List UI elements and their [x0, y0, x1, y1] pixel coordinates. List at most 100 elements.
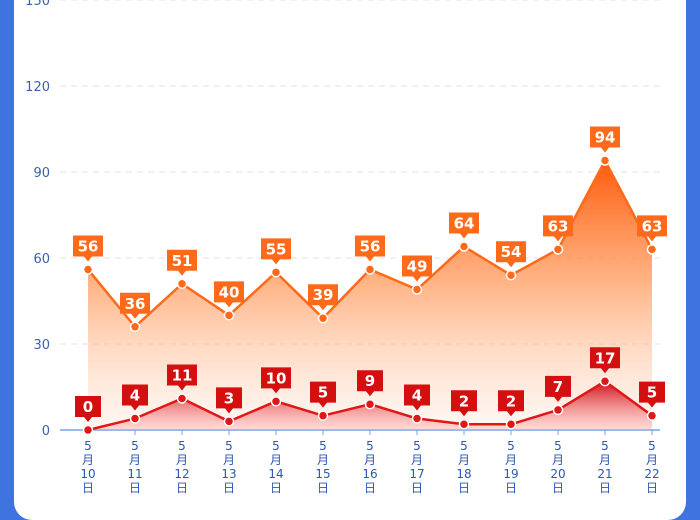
series-orange-label-box — [637, 215, 667, 242]
series-red-point — [317, 410, 329, 421]
series-orange-data-label: 51 — [172, 252, 193, 270]
series-orange-data-label: 40 — [219, 283, 240, 301]
series-red-point — [646, 410, 658, 421]
series-orange-data-label: 64 — [454, 215, 475, 233]
series-orange-label-box — [355, 235, 385, 262]
series-orange-label-box — [73, 235, 103, 262]
series-red-label-box — [498, 390, 524, 417]
series-red-label-box — [122, 384, 148, 411]
x-tick-label: 5 月 19 日 — [503, 439, 518, 495]
series-red-data-label: 5 — [318, 384, 328, 402]
series-red-data-label: 11 — [172, 366, 193, 384]
series-red-data-label: 5 — [647, 384, 657, 402]
x-tick-label: 5 月 14 日 — [268, 439, 283, 495]
series-red-label-box — [261, 367, 291, 394]
series-red-label-box — [590, 347, 620, 374]
series-orange-data-label: 63 — [548, 217, 569, 235]
series-red-point — [223, 416, 235, 427]
series-orange-point — [411, 284, 423, 295]
series-red-point — [411, 413, 423, 424]
series-orange-label-box — [308, 284, 338, 311]
series-red-data-label: 4 — [412, 387, 422, 405]
series-orange-label-box — [496, 241, 526, 268]
series-red-data-label: 0 — [83, 398, 93, 416]
series-red-data-label: 2 — [459, 392, 469, 410]
x-tick-label: 5 月 21 日 — [597, 439, 612, 495]
series-red-data-label: 10 — [266, 369, 287, 387]
series-red-point — [129, 413, 141, 424]
x-tick-label: 5 月 16 日 — [362, 439, 377, 495]
series-red-label-box — [545, 375, 571, 402]
series-orange-label-box — [402, 255, 432, 282]
series-red-data-label: 9 — [365, 372, 375, 390]
y-tick-label: 0 — [42, 424, 50, 439]
series-orange-label-box — [543, 215, 573, 242]
series-orange-point — [552, 244, 564, 255]
x-tick-label: 5 月 22 日 — [644, 439, 659, 495]
series-orange-point — [270, 267, 282, 278]
series-red-label-box — [310, 381, 336, 408]
series-orange-data-label: 94 — [595, 129, 616, 147]
series-red-label-box — [357, 370, 383, 397]
x-tick-label: 5 月 17 日 — [409, 439, 424, 495]
series-red-label-box — [404, 384, 430, 411]
series-orange-point — [458, 241, 470, 252]
x-tick-label: 5 月 20 日 — [550, 439, 565, 495]
x-tick-label: 5 月 15 日 — [315, 439, 330, 495]
series-orange-area — [88, 160, 652, 431]
series-red-data-label: 17 — [595, 349, 616, 367]
series-red-data-label: 3 — [224, 389, 234, 407]
y-tick-label: 60 — [33, 252, 50, 267]
series-orange-data-label: 55 — [266, 240, 287, 258]
series-red-point — [599, 376, 611, 387]
x-tick-label: 5 月 13 日 — [221, 439, 236, 495]
series-orange-data-label: 49 — [407, 258, 428, 276]
series-orange-label-box — [449, 212, 479, 239]
series-orange-point — [599, 155, 611, 166]
series-orange-point — [317, 312, 329, 324]
series-orange-data-label: 54 — [501, 243, 522, 261]
series-red-point — [552, 404, 564, 416]
series-orange-point — [505, 269, 517, 281]
series-red-point — [458, 419, 470, 430]
x-tick-label: 5 月 10 日 — [80, 439, 95, 495]
series-red-label-box — [451, 390, 477, 417]
series-red-point — [505, 419, 517, 430]
series-red-point — [270, 396, 282, 407]
series-orange-label-box — [261, 238, 291, 265]
series-orange-data-label: 56 — [78, 237, 99, 255]
series-orange-data-label: 63 — [642, 217, 663, 235]
series-red-data-label: 4 — [130, 387, 140, 405]
series-red-label-box — [167, 364, 197, 391]
series-red-point — [82, 424, 94, 436]
series-orange-label-box — [590, 126, 620, 153]
series-red-data-label: 7 — [553, 378, 563, 396]
series-red-label-box — [216, 387, 242, 414]
y-tick-label: 120 — [25, 80, 50, 95]
series-red-label-box — [75, 396, 101, 422]
series-red-point — [176, 393, 188, 404]
y-tick-label: 150 — [25, 0, 50, 9]
y-tick-label: 30 — [33, 338, 50, 353]
series-red-point — [364, 398, 376, 410]
series-orange-data-label: 36 — [125, 295, 146, 313]
series-orange-data-label: 39 — [313, 286, 334, 304]
series-orange-point — [223, 310, 235, 321]
x-tick-label: 5 月 18 日 — [456, 439, 471, 495]
series-orange-point — [129, 321, 141, 333]
series-orange-point — [646, 244, 658, 255]
x-tick-label: 5 月 11 日 — [127, 439, 142, 495]
series-orange-label-box — [167, 249, 197, 276]
chart-card: 0 30 60 90 120 150 5 月 10 日 5 月 11 日 5 月 12 日 5 月 13 日 5 月 14 日 5… — [14, 0, 686, 520]
series-orange-label-box — [214, 281, 244, 308]
series-orange-data-label: 56 — [360, 237, 381, 255]
y-tick-label: 90 — [33, 166, 50, 181]
series-orange-point — [82, 264, 94, 275]
series-red-label-box — [639, 381, 665, 408]
series-red-data-label: 2 — [506, 392, 516, 410]
series-orange-label-box — [120, 292, 150, 319]
x-tick-label: 5 月 12 日 — [174, 439, 189, 495]
series-orange-point — [176, 278, 188, 290]
series-orange-point — [364, 264, 376, 275]
